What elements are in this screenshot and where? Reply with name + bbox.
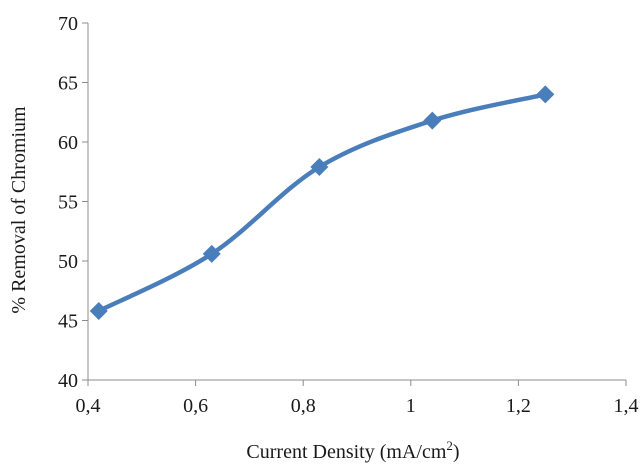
series-line <box>96 92 548 314</box>
y-tick-label: 70 <box>58 13 78 35</box>
x-tick-label: 0,6 <box>183 395 208 417</box>
y-tick-label: 60 <box>58 132 78 154</box>
y-tick-label: 40 <box>58 370 78 392</box>
x-tick-label: 1,4 <box>614 395 639 417</box>
x-axis-title-sup: 2 <box>446 438 453 453</box>
data-point-marker <box>536 85 555 104</box>
y-axis: 40 45 50 55 60 65 70 <box>58 13 89 392</box>
x-tick-label: 0,4 <box>76 395 101 417</box>
data-point-marker <box>310 157 329 176</box>
y-tick-label: 50 <box>58 251 78 273</box>
y-tick-label: 65 <box>58 73 78 95</box>
data-point-marker <box>89 301 108 320</box>
data-point-marker <box>423 111 442 130</box>
y-axis-title: % Removal of Chromium <box>8 106 30 314</box>
y-tick-label: 55 <box>58 192 78 214</box>
x-axis-title-end: ) <box>453 441 460 463</box>
series-layer <box>89 85 555 320</box>
x-tick-label: 1,2 <box>506 395 531 417</box>
y-tick-label: 45 <box>58 311 78 333</box>
x-tick-label: 0,8 <box>291 395 316 417</box>
x-tick-label: 1 <box>406 395 416 417</box>
x-axis-title-main: Current Density (mA/cm <box>246 441 446 463</box>
data-point-marker <box>202 244 221 263</box>
x-axis: 0,4 0,6 0,8 1 1,2 1,4 <box>76 379 639 417</box>
x-axis-title: Current Density (mA/cm2) <box>246 438 459 463</box>
